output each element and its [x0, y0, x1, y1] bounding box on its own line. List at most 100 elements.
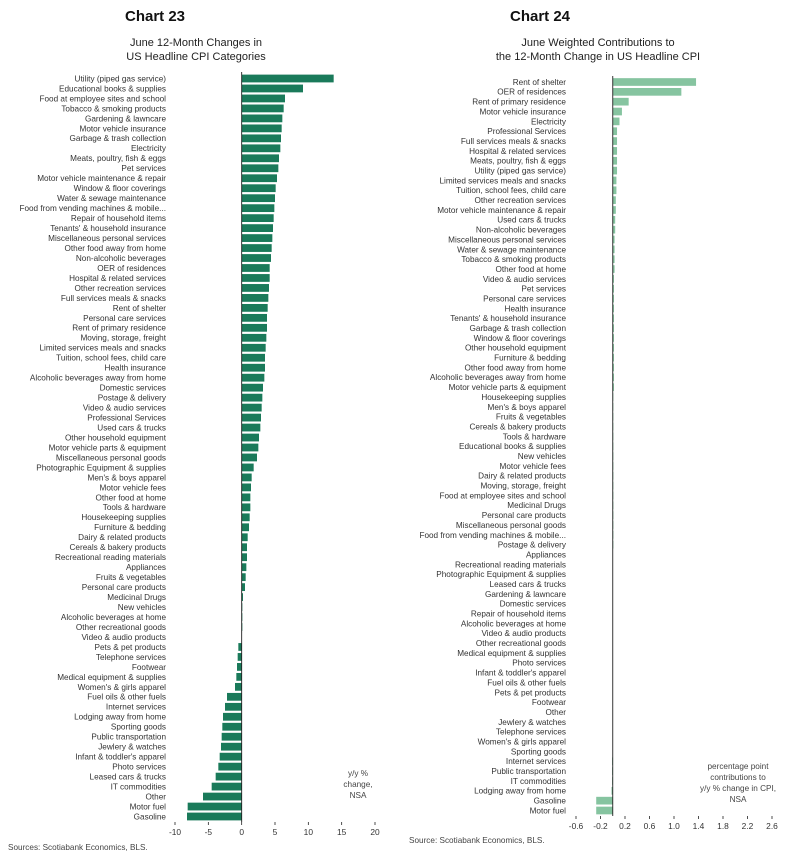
chart23-category-label: Meats, poultry, fish & eggs	[70, 154, 166, 163]
chart23-title-line1: June 12-Month Changes in	[130, 37, 262, 49]
chart24-bar	[612, 117, 620, 126]
chart24-category-label: Electricity	[531, 117, 567, 126]
chart23-category-label: Alcoholic beverages away from home	[30, 374, 167, 383]
chart23-category-label: Motor vehicle maintenance & repair	[37, 174, 166, 183]
chart23-bar	[203, 792, 242, 801]
chart23-category-label: Pets & pet products	[95, 643, 166, 652]
chart23-bar	[218, 762, 242, 771]
chart24-category-label: Domestic services	[500, 600, 566, 609]
chart23-category-label: Cereals & bakery products	[70, 543, 166, 552]
chart23-category-label: Other recreational goods	[76, 623, 166, 632]
chart24-category-label: Personal care products	[482, 511, 566, 520]
chart23-bar	[241, 154, 279, 163]
chart24-title-line2: the 12-Month Change in US Headline CPI	[496, 51, 700, 63]
chart23-category-label: Video & audio services	[83, 404, 166, 413]
chart23-bar	[241, 343, 266, 352]
chart23-category-label: Jewlery & watches	[98, 743, 166, 752]
chart24-bar	[612, 284, 614, 293]
chart23-bar	[187, 802, 242, 811]
chart24-category-label: Gardening & lawncare	[485, 590, 566, 599]
chart24-category-label: Full services meals & snacks	[461, 137, 566, 146]
chart23-bar	[241, 84, 303, 93]
chart24-bar	[596, 796, 613, 805]
chart23-category-label: Miscellaneous personal goods	[56, 453, 166, 462]
chart24-category-label: Repair of household items	[471, 610, 566, 619]
chart23-category-label: Limited services meals and snacks	[39, 344, 166, 353]
chart24-category-label: Other food at home	[495, 265, 566, 274]
chart24-category-label: Non-alcoholic beverages	[476, 226, 566, 235]
chart24-bar	[612, 304, 614, 313]
chart24-tick-label: 1.8	[717, 821, 729, 831]
chart23-title-line2: US Headline CPI Categories	[126, 51, 266, 63]
chart23-category-label: Medical equipment & supplies	[57, 673, 166, 682]
chart24-bar	[612, 215, 616, 224]
chart23-category-label: Miscellaneous personal services	[48, 234, 166, 243]
chart23-bar	[241, 274, 270, 282]
chart24-category-label: Other household equipment	[465, 344, 567, 353]
chart23-bar	[241, 483, 251, 492]
chart24-bar	[612, 255, 615, 264]
chart24-bar	[612, 383, 614, 392]
chart23-category-label: Gardening & lawncare	[85, 114, 166, 123]
chart24-category-label: Professional Services	[487, 127, 566, 136]
chart23-bar	[241, 323, 267, 332]
chart23-category-label: Personal care services	[83, 314, 166, 323]
chart23-category-label: Tools & hardware	[103, 503, 167, 512]
chart24-category-label: Lodging away from home	[474, 787, 566, 796]
chart23-category-label: Lodging away from home	[74, 713, 166, 722]
chart23-bar	[241, 513, 250, 522]
chart23-bar	[241, 433, 259, 442]
chart23-category-label: Motor vehicle insurance	[80, 124, 167, 133]
chart23-plot: Utility (piped gas service)Educational b…	[19, 72, 380, 837]
chart24-number: Chart 24	[510, 8, 571, 25]
chart23-bar	[219, 752, 242, 761]
chart24-category-label: Cereals & bakery products	[470, 422, 566, 431]
chart24-category-label: Tools & hardware	[503, 432, 567, 441]
chart24-category-label: Used cars & trucks	[497, 216, 566, 225]
chart23-bar	[241, 234, 273, 242]
chart23-category-label: Non-alcoholic beverages	[76, 254, 166, 263]
chart23-category-label: Rent of shelter	[113, 304, 167, 313]
chart23-note-line1: y/y %	[348, 769, 368, 778]
chart23-category-label: Tobacco & smoking products	[61, 104, 166, 113]
chart24-category-label: Window & floor coverings	[474, 334, 566, 343]
chart23-bar	[241, 164, 279, 173]
chart23-bar	[211, 782, 242, 791]
chart23-bar	[227, 692, 242, 701]
chart24-category-label: Other food away from home	[465, 363, 567, 372]
chart23-bar	[241, 593, 243, 601]
chart23-bar	[225, 702, 242, 711]
chart23-bar	[241, 583, 245, 592]
chart24-title-line1: June Weighted Contributions to	[521, 37, 674, 49]
chart24-category-label: Recreational reading materials	[455, 560, 566, 569]
chart23-bar	[241, 503, 251, 512]
chart23-category-label: Telephone services	[96, 653, 166, 662]
chart23-category-label: Postage & delivery	[98, 394, 167, 403]
chart23-category-label: Water & sewage maintenance	[57, 194, 166, 203]
chart24-tick-label: 0.2	[619, 821, 631, 831]
chart23-bar	[241, 74, 334, 83]
chart24-category-label: Video & audio services	[483, 275, 566, 284]
chart23-bar	[241, 413, 261, 422]
chart24-category-label: Sporting goods	[511, 747, 566, 756]
chart24-tick-label: 2.2	[742, 821, 754, 831]
chart24-bar	[612, 88, 682, 96]
chart24-bar	[612, 176, 617, 185]
chart23-category-label: Rent of primary residence	[72, 324, 166, 333]
chart23-category-label: OER of residences	[97, 264, 166, 273]
chart24-category-label: Alcoholic beverages away from home	[430, 373, 567, 382]
chart24-category-label: Food at employee sites and school	[439, 491, 566, 500]
chart23-bar	[238, 643, 242, 651]
chart24-tick-label: -0.6	[569, 821, 584, 831]
chart23-category-label: Medicinal Drugs	[107, 593, 166, 602]
chart23-category-label: Infant & toddler's apparel	[75, 753, 166, 762]
chart24-category-label: OER of residences	[497, 88, 566, 97]
chart24-category-label: Tenants' & household insurance	[450, 314, 566, 323]
chart24-bar	[611, 786, 613, 795]
chart24-category-label: Video & audio products	[481, 629, 566, 638]
chart24-category-label: Pets & pet products	[495, 688, 566, 697]
chart23-tick-label: 15	[337, 827, 347, 837]
chart24-source: Source: Scotiabank Economics, BLS.	[409, 836, 545, 845]
chart23-bar	[241, 224, 273, 232]
